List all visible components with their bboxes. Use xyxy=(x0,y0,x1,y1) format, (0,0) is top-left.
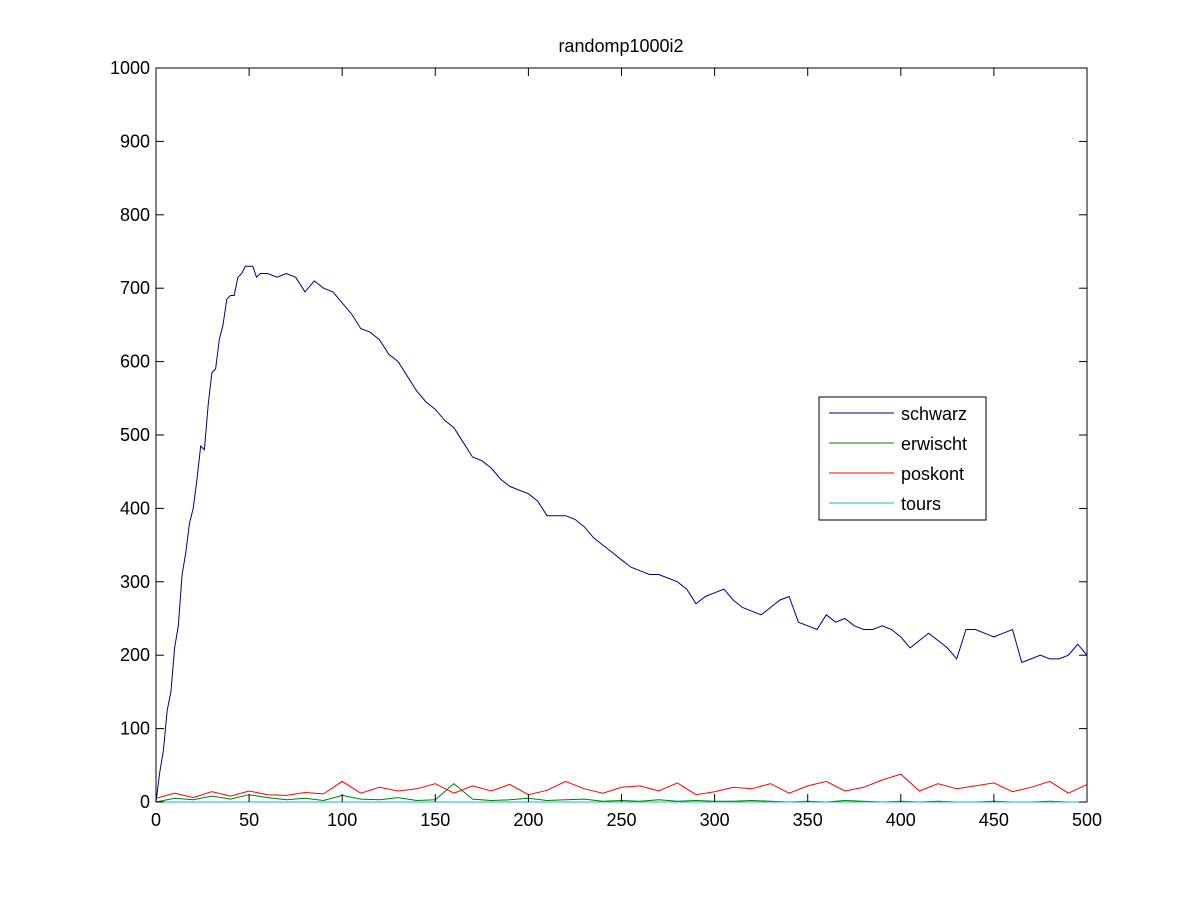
legend-box xyxy=(818,396,987,521)
x-tick-label: 100 xyxy=(327,810,357,830)
x-tick-label: 500 xyxy=(1072,810,1102,830)
y-tick-label: 800 xyxy=(120,205,150,225)
series-line-schwarz xyxy=(155,265,1088,803)
x-tick-label: 0 xyxy=(151,810,161,830)
legend-label-erwischt: erwischt xyxy=(901,434,967,454)
y-tick-label: 300 xyxy=(120,572,150,592)
x-tick-label: 400 xyxy=(886,810,916,830)
y-tick-label: 900 xyxy=(120,131,150,151)
y-tick-label: 1000 xyxy=(110,58,150,78)
ticks-layer: 0 50 100 150 200 250 300 350 400 450 500 0 100 200 300… xyxy=(110,58,1102,830)
chart-title: randomp1000i2 xyxy=(558,36,683,56)
legend-label-tours: tours xyxy=(901,494,941,514)
series-line-poskont xyxy=(155,773,1088,799)
y-tick-label: 700 xyxy=(120,278,150,298)
x-tick-label: 250 xyxy=(606,810,636,830)
y-tick-label: 600 xyxy=(120,352,150,372)
x-tick-label: 300 xyxy=(700,810,730,830)
x-tick-label: 450 xyxy=(979,810,1009,830)
x-tick-label: 350 xyxy=(793,810,823,830)
y-tick-label: 400 xyxy=(120,498,150,518)
x-tick-label: 50 xyxy=(239,810,259,830)
x-tick-label: 200 xyxy=(513,810,543,830)
legend-label-poskont: poskont xyxy=(901,464,964,484)
y-tick-label: 200 xyxy=(120,645,150,665)
y-tick-label: 500 xyxy=(120,425,150,445)
y-tick-label: 0 xyxy=(140,792,150,812)
x-tick-label: 150 xyxy=(420,810,450,830)
y-tick-label: 100 xyxy=(120,719,150,739)
legend-label-schwarz: schwarz xyxy=(901,404,967,424)
legend: schwarz erwischt poskont tours xyxy=(818,396,987,521)
